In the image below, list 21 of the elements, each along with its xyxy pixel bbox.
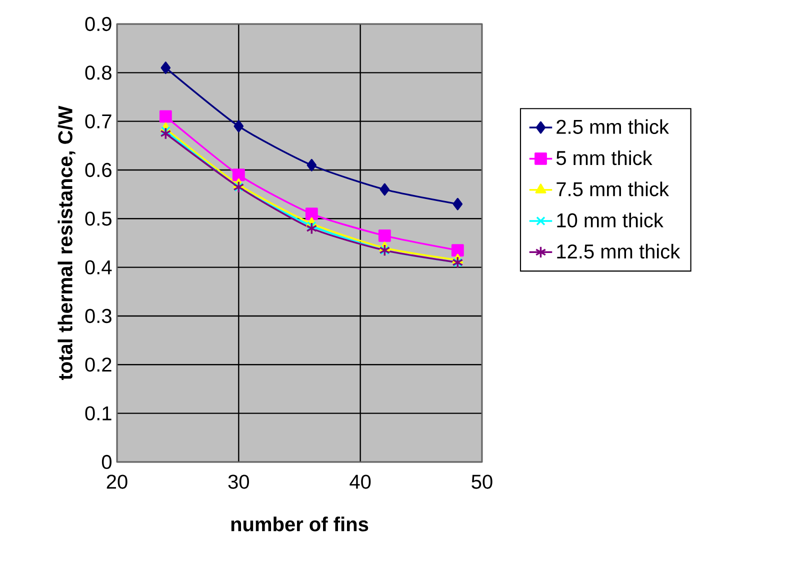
y-tick-label: 0.9 bbox=[85, 16, 112, 32]
y-tick-label: 0.4 bbox=[85, 260, 112, 274]
y-tick-label: 0 bbox=[102, 454, 112, 470]
x-tick-label: 50 bbox=[472, 474, 492, 489]
y-tick-label: 0.1 bbox=[85, 406, 112, 420]
x-tick-label: 30 bbox=[228, 474, 249, 489]
legend-label: 5 mm thick bbox=[556, 150, 652, 166]
y-tick-label: 0.2 bbox=[85, 358, 112, 372]
legend-label: 10 mm thick bbox=[557, 212, 664, 228]
legend-label: 2.5 mm thick bbox=[556, 119, 670, 134]
y-tick-label: 0.8 bbox=[85, 66, 112, 80]
legend-label: 7.5 mm thick bbox=[556, 182, 670, 196]
x-tick-label: 40 bbox=[350, 474, 371, 489]
x-tick-label: 20 bbox=[106, 474, 128, 489]
y-tick-label: 0.7 bbox=[85, 114, 112, 128]
y-axis-title: total thermal resistance, C/W bbox=[58, 106, 76, 380]
y-tick-label: 0.3 bbox=[85, 308, 112, 324]
legend-label: 12.5 mm thick bbox=[557, 244, 680, 259]
y-tick-label: 0.6 bbox=[85, 162, 112, 178]
x-axis-title: number of fins bbox=[231, 516, 368, 532]
y-tick-label: 0.5 bbox=[85, 212, 112, 226]
